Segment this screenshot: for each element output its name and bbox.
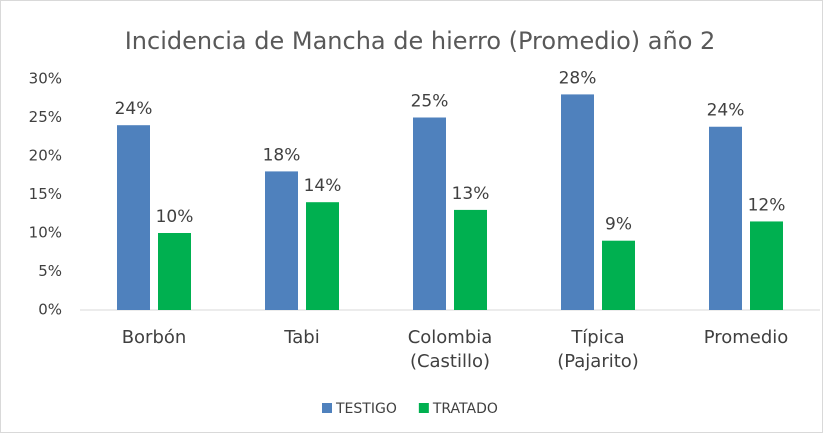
bar bbox=[117, 125, 150, 310]
data-label: 13% bbox=[452, 184, 490, 204]
y-tick-label: 20% bbox=[29, 147, 62, 165]
x-tick-label: Borbón bbox=[121, 327, 187, 348]
data-label: 18% bbox=[263, 145, 301, 165]
y-tick-label: 25% bbox=[29, 108, 62, 126]
x-tick-label: Típica (Pajarito) bbox=[557, 327, 639, 372]
y-tick-label: 5% bbox=[38, 262, 62, 280]
y-tick-label: 10% bbox=[29, 224, 62, 242]
data-label: 9% bbox=[605, 215, 632, 235]
chart-title: Incidencia de Mancha de hierro (Promedio… bbox=[125, 27, 716, 55]
x-tick-label: Tabi bbox=[284, 327, 320, 348]
data-label: 14% bbox=[304, 176, 342, 196]
x-tick-label: Colombia (Castillo) bbox=[407, 327, 493, 372]
legend-swatch bbox=[322, 403, 332, 413]
data-label: 28% bbox=[559, 68, 597, 88]
legend-label: TESTIGO bbox=[335, 401, 397, 417]
data-label: 24% bbox=[115, 99, 153, 119]
legend-label: TRATADO bbox=[432, 401, 498, 417]
bar bbox=[413, 117, 446, 310]
y-tick-label: 15% bbox=[29, 185, 62, 203]
bar bbox=[454, 209, 487, 310]
x-tick-label: Promedio bbox=[703, 327, 789, 348]
bar bbox=[306, 202, 339, 310]
data-label: 10% bbox=[156, 207, 194, 227]
bar bbox=[158, 233, 191, 310]
data-label: 12% bbox=[748, 195, 786, 215]
bar bbox=[561, 94, 594, 311]
bar bbox=[602, 240, 635, 310]
bar bbox=[709, 126, 742, 311]
y-tick-label: 30% bbox=[29, 70, 62, 88]
bar bbox=[265, 171, 298, 310]
data-label: 24% bbox=[707, 101, 745, 121]
bar bbox=[750, 221, 783, 310]
legend-swatch bbox=[418, 403, 429, 413]
data-label: 25% bbox=[411, 92, 449, 112]
y-tick-label: 0% bbox=[38, 301, 62, 319]
